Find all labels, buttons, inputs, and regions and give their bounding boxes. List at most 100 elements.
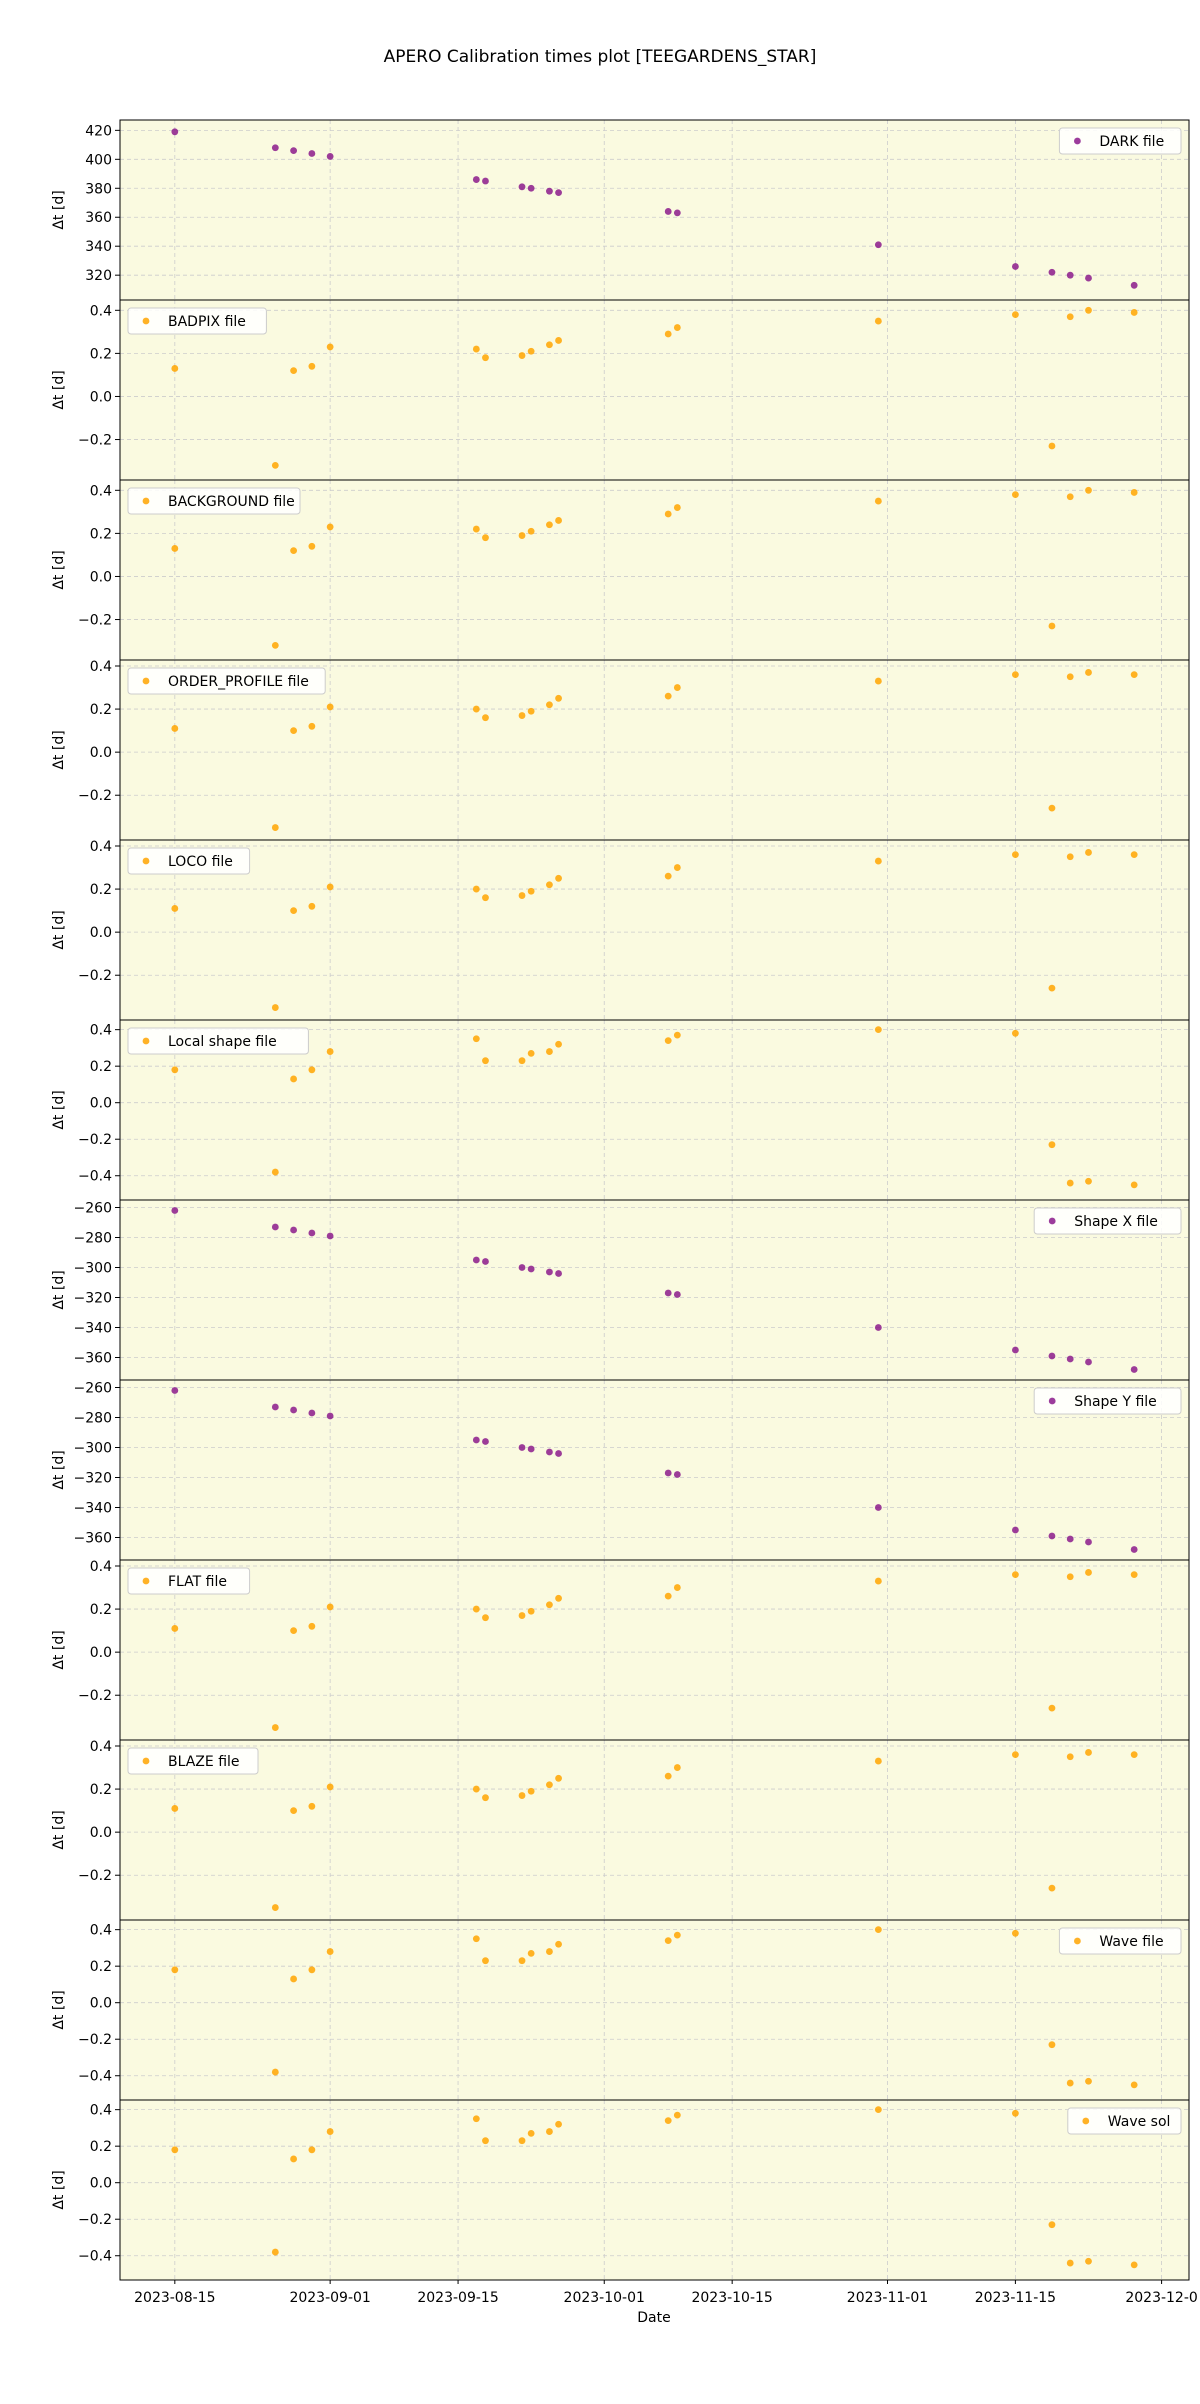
data-point <box>271 1904 279 1911</box>
data-point <box>171 1966 179 1974</box>
y-axis-label: Δt [d] <box>51 550 67 589</box>
data-point <box>1130 1751 1138 1759</box>
data-point <box>1130 309 1138 316</box>
y-axis-label: Δt [d] <box>51 190 67 229</box>
data-point <box>290 907 297 915</box>
legend-label: Wave file <box>1099 1934 1163 1950</box>
data-point <box>171 365 179 372</box>
panel-3: −0.2 0.0 0.2 0.4 Δt [d] BACKGROUND file <box>51 479 1190 664</box>
data-point <box>308 1622 316 1630</box>
data-point <box>874 1577 882 1585</box>
y-tick-label: −0.2 <box>78 1688 112 1704</box>
data-point <box>326 1412 334 1420</box>
data-point <box>518 1612 526 1619</box>
data-point <box>290 1975 297 1983</box>
data-point <box>527 184 535 192</box>
data-point <box>290 1226 297 1234</box>
data-point <box>472 1256 480 1264</box>
data-point <box>1012 1929 1019 1937</box>
data-point <box>472 1605 480 1613</box>
data-point <box>527 1265 535 1273</box>
y-tick-label: −0.2 <box>78 1132 112 1148</box>
x-tick-label: 2023-09-15 <box>417 2290 498 2306</box>
data-point <box>673 1031 681 1039</box>
legend: ORDER_PROFILE file <box>127 667 326 695</box>
y-tick-label: 0.4 <box>90 1023 112 1039</box>
panel-background <box>120 1560 1189 1740</box>
data-point <box>664 1772 672 1780</box>
data-point <box>874 2106 882 2114</box>
panel-11: −0.4 −0.2 0.0 0.2 0.4 Δt [d] Wave file <box>51 1919 1190 2104</box>
y-tick-label: −0.2 <box>78 433 112 449</box>
x-tick-label: 2023-09-01 <box>289 2290 370 2306</box>
data-point <box>673 1764 681 1771</box>
data-point <box>518 1057 526 1065</box>
data-point <box>326 703 334 711</box>
legend-marker <box>1082 2117 1090 2125</box>
data-point <box>271 461 279 469</box>
y-tick-label: −0.4 <box>78 2249 112 2265</box>
y-tick-label: 0.2 <box>90 1602 112 1618</box>
panel-10: −0.2 0.0 0.2 0.4 Δt [d] BLAZE file <box>51 1739 1190 1924</box>
legend: Local shape file <box>127 1027 309 1055</box>
data-point <box>1066 853 1074 861</box>
y-tick-label: 0.0 <box>90 2176 112 2192</box>
y-tick-label: −260 <box>74 1201 112 1217</box>
y-tick-label: 0.4 <box>90 483 112 499</box>
data-point <box>555 1450 562 1457</box>
data-point <box>1048 984 1056 992</box>
data-point <box>326 1048 334 1055</box>
panel-6: −0.4 −0.2 0.0 0.2 0.4 Δt [d] Local shape file <box>51 1019 1190 1204</box>
data-point <box>664 2117 672 2125</box>
data-point <box>308 2146 316 2154</box>
data-point <box>673 684 681 691</box>
legend-box <box>127 1027 309 1055</box>
data-point <box>171 905 179 912</box>
data-point <box>171 1805 179 1812</box>
data-point <box>271 1168 279 1176</box>
data-point <box>527 1049 535 1057</box>
data-point <box>171 1387 179 1394</box>
data-point <box>482 1438 489 1445</box>
data-point <box>1085 1749 1092 1756</box>
y-tick-label: 0.0 <box>90 569 112 585</box>
y-tick-label: 320 <box>85 268 112 284</box>
data-point <box>527 2129 535 2137</box>
data-point <box>1130 851 1138 859</box>
legend-box <box>1033 1387 1182 1415</box>
data-point <box>546 187 553 195</box>
data-point <box>271 1004 279 1011</box>
y-axis-label: Δt [d] <box>51 730 67 769</box>
data-point <box>290 1406 297 1414</box>
y-tick-label: −360 <box>74 1351 112 1367</box>
data-point <box>518 712 526 719</box>
legend-label: BLAZE file <box>168 1754 240 1770</box>
data-point <box>326 1603 334 1611</box>
x-tick-label: 2023-12-0 <box>1125 2290 1197 2306</box>
data-point <box>271 824 279 831</box>
legend: DARK file <box>1058 127 1182 155</box>
data-point <box>664 330 672 338</box>
data-point <box>555 1940 562 1948</box>
y-tick-label: −360 <box>74 1531 112 1547</box>
data-point <box>664 872 672 880</box>
data-point <box>518 1957 526 1965</box>
y-tick-label: 380 <box>85 181 112 197</box>
data-point <box>1085 306 1092 314</box>
data-point <box>1130 1181 1138 1189</box>
data-point <box>472 2115 480 2123</box>
data-point <box>1048 1532 1056 1540</box>
data-point <box>874 497 882 505</box>
data-point <box>664 1469 672 1477</box>
y-tick-label: 340 <box>85 239 112 255</box>
data-point <box>271 641 279 649</box>
data-point <box>171 725 179 732</box>
data-point <box>874 1026 882 1034</box>
data-point <box>555 1594 562 1602</box>
data-point <box>1012 671 1019 679</box>
data-point <box>1048 622 1056 630</box>
data-point <box>874 677 882 685</box>
legend-label: Local shape file <box>168 1034 277 1050</box>
data-point <box>308 1229 316 1237</box>
data-point <box>874 241 882 249</box>
